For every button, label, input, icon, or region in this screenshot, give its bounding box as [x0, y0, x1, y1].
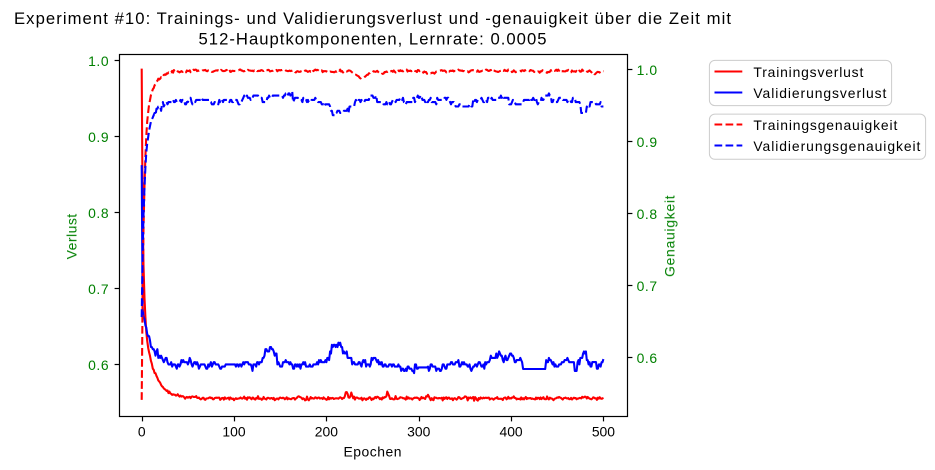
svg-text:Genauigkeit: Genauigkeit — [662, 195, 678, 277]
svg-text:0.6: 0.6 — [88, 357, 109, 373]
svg-text:500: 500 — [592, 424, 615, 440]
svg-text:Verlust: Verlust — [64, 214, 80, 260]
svg-text:Trainingsgenauigkeit: Trainingsgenauigkeit — [753, 117, 897, 133]
svg-text:Experiment #10: Trainings- und: Experiment #10: Trainings- und Validieru… — [14, 9, 731, 28]
svg-text:0: 0 — [138, 424, 146, 440]
svg-text:Validierungsgenauigkeit: Validierungsgenauigkeit — [753, 138, 920, 154]
svg-text:100: 100 — [222, 424, 245, 440]
svg-text:Trainingsverlust: Trainingsverlust — [753, 64, 863, 80]
svg-text:400: 400 — [499, 424, 522, 440]
svg-text:1.0: 1.0 — [637, 62, 658, 78]
svg-text:0.7: 0.7 — [88, 281, 109, 297]
svg-text:0.8: 0.8 — [88, 205, 109, 221]
svg-text:0.8: 0.8 — [637, 206, 658, 222]
svg-text:0.6: 0.6 — [637, 350, 658, 366]
svg-text:1.0: 1.0 — [88, 53, 109, 69]
svg-text:Validierungsverlust: Validierungsverlust — [753, 85, 886, 101]
svg-text:512-Hauptkomponenten, Lernrate: 512-Hauptkomponenten, Lernrate: 0.0005 — [199, 30, 547, 49]
svg-text:0.9: 0.9 — [637, 134, 658, 150]
svg-text:200: 200 — [315, 424, 338, 440]
svg-text:300: 300 — [407, 424, 430, 440]
svg-text:0.9: 0.9 — [88, 129, 109, 145]
svg-text:0.7: 0.7 — [637, 278, 658, 294]
svg-text:Epochen: Epochen — [344, 443, 402, 459]
